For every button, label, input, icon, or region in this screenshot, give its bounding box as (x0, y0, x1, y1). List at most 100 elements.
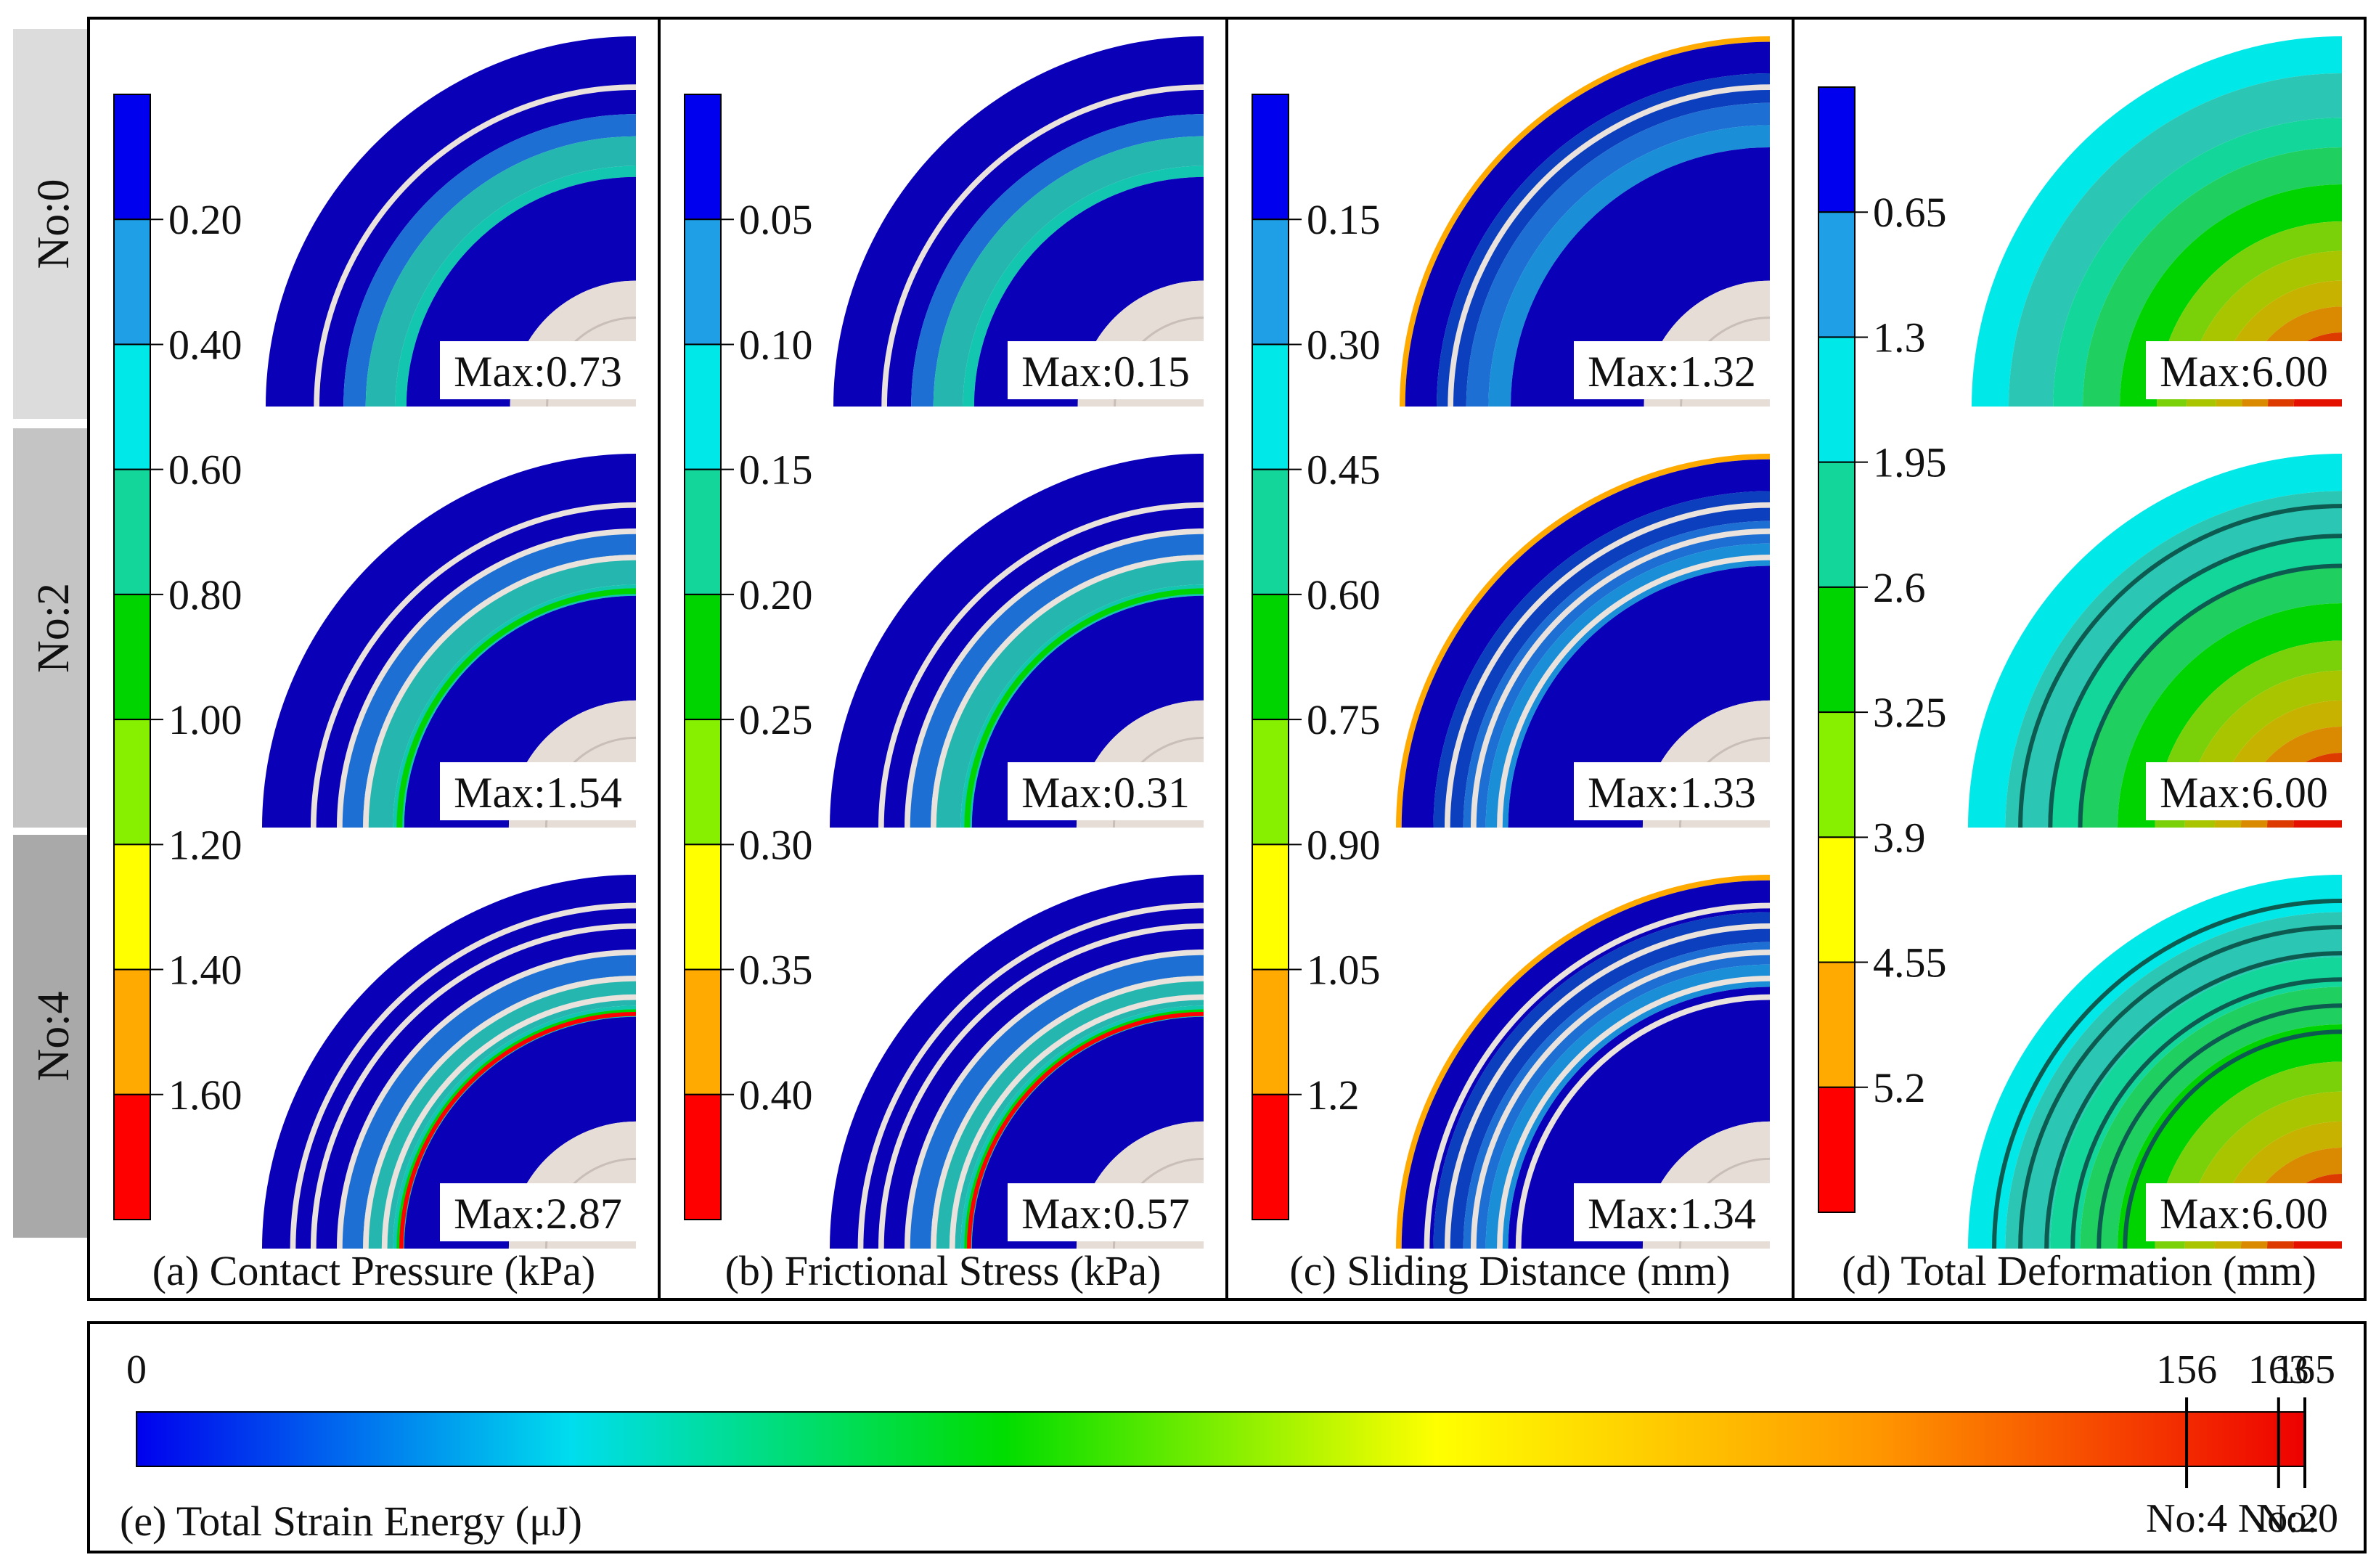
energy-tick-label: 156 (2156, 1347, 2217, 1392)
energy-frame (87, 1321, 2367, 1553)
colorbar-segment (684, 1093, 722, 1221)
colorbar-segment (1818, 711, 1856, 838)
max-label-bg (440, 762, 636, 820)
colorbar-tick-label: 1.05 (1307, 947, 1381, 994)
colorbar-tick-label: 0.30 (1307, 321, 1381, 368)
colorbar: 0.15 0.30 0.45 0.60 0.75 0.90 1.05 1.2 (1252, 94, 1381, 1221)
colorbar-segment (1818, 961, 1856, 1088)
contour-band (2009, 73, 2342, 407)
contour-band (908, 532, 1204, 828)
contour-band (931, 976, 1204, 1249)
colorbar-tick-label: 0.20 (168, 196, 242, 243)
energy-marker: 165 No:0 (2257, 1347, 2338, 1541)
row-label-text: No:2 (29, 583, 78, 673)
contour-band (2118, 1024, 2342, 1249)
contour-band (340, 532, 636, 828)
colorbar-tick-label: 1.95 (1873, 439, 1947, 486)
contour-band (931, 555, 1204, 828)
max-label-bg (1008, 1183, 1204, 1241)
colorbar-segment (684, 468, 722, 595)
contour-band (363, 976, 636, 1249)
colorbar-tick-label: 0.25 (739, 696, 813, 743)
colorbar-tick-label: 0.75 (1307, 696, 1381, 743)
panel-frame (1792, 17, 2367, 1301)
contour-band (1463, 942, 1770, 1249)
deformation-groove (2070, 977, 2343, 1249)
colorbar-segment (1252, 468, 1289, 595)
deformation-groove (2097, 1003, 2343, 1249)
max-label: Max:6.00 (2160, 769, 2328, 817)
contour-band (2118, 603, 2342, 828)
max-label-bg (1574, 341, 1770, 399)
energy-colorbar (136, 1411, 2306, 1467)
contour-band (1437, 73, 1770, 407)
contour-band (365, 136, 636, 407)
contour-band (1508, 987, 1770, 1249)
colorbar-segment (684, 94, 722, 221)
contour-band (1405, 41, 1770, 407)
contour-band (1433, 912, 1770, 1249)
strain-energy-panel: 0 156 No:4 163 No:2 165 No:0 (e) Total Strain E… (87, 1321, 2367, 1553)
contour-plot: Max:0.73 (266, 36, 637, 407)
energy-tick-label: 163 (2248, 1347, 2309, 1392)
colorbar-segment (684, 219, 722, 346)
colorbar-segment (113, 593, 151, 721)
colorbar-tick-label: 0.15 (1307, 196, 1381, 243)
contour-plot: Max:1.54 (262, 454, 637, 828)
contour-band (1466, 102, 1771, 407)
row-label-bg (13, 428, 87, 828)
colorbar-segment (1252, 844, 1289, 971)
row-label-0: No:0 (13, 29, 87, 419)
colorbar-segment (113, 844, 151, 971)
contour-plot: Max:0.57 (830, 875, 1204, 1249)
contour-band (2005, 491, 2342, 828)
colorbar-tick-label: 0.30 (739, 821, 813, 868)
contour-band (933, 136, 1204, 407)
energy-title: (e) Total Strain Energy (μJ) (120, 1498, 582, 1545)
contour-plot: Max:1.33 (1396, 454, 1771, 828)
colorbar-segment (1818, 211, 1856, 338)
panel-c: 0.15 0.30 0.45 0.60 0.75 0.90 1.05 1.2 Max:1.32 M… (1225, 17, 1795, 1301)
colorbar-segment (1252, 94, 1289, 221)
colorbar-tick-label: 0.20 (739, 571, 813, 618)
contour-band (2120, 184, 2342, 407)
colorbar-tick-label: 0.35 (739, 947, 813, 994)
contour-band (2050, 957, 2342, 1249)
colorbar-segment (1252, 719, 1289, 846)
energy-category-label: No:4 (2146, 1496, 2227, 1541)
contour-plot: Max:1.32 (1400, 36, 1771, 407)
contour-band (1968, 875, 2342, 1249)
row-label-text: No:0 (29, 179, 78, 269)
max-label: Max:1.34 (1588, 1190, 1756, 1238)
deformation-groove (2078, 563, 2343, 828)
contour-panels: 0.20 0.40 0.60 0.80 1.00 1.20 1.40 1.60 Max:0.73… (87, 17, 2367, 1301)
colorbar-tick-label: 1.2 (1307, 1071, 1360, 1119)
colorbar-segment (1818, 836, 1856, 963)
colorbar-tick-label: 3.9 (1873, 814, 1926, 861)
colorbar-tick-label: 1.00 (168, 696, 242, 743)
colorbar-segment (1818, 86, 1856, 213)
panel-caption: (b) Frictional Stress (kPa) (725, 1247, 1162, 1294)
max-label-bg (1574, 762, 1770, 820)
deformation-groove (2018, 504, 2343, 828)
deformation-groove (2123, 1029, 2343, 1249)
row-label-bg (13, 29, 87, 419)
contour-plot: Max:2.87 (262, 875, 637, 1249)
colorbar-segment (113, 94, 151, 221)
contour-band (2080, 565, 2342, 828)
colorbar-tick-label: 0.40 (168, 321, 242, 368)
contour-plot: Max:0.31 (830, 454, 1204, 828)
colorbar: 0.65 1.3 1.95 2.6 3.25 3.9 4.55 5.2 (1818, 86, 1947, 1214)
max-label-bg (1008, 341, 1204, 399)
colorbar-tick-label: 0.45 (1307, 446, 1381, 494)
panel-d: 0.65 1.3 1.95 2.6 3.25 3.9 4.55 5.2 Max:6.00 Max:… (1792, 17, 2367, 1301)
colorbar-segment (1818, 336, 1856, 463)
contour-plot: Max:0.15 (833, 36, 1204, 407)
panel-caption: (c) Sliding Distance (mm) (1289, 1247, 1730, 1294)
colorbar-tick-label: 0.15 (739, 446, 813, 494)
max-label: Max:6.00 (2160, 1190, 2328, 1238)
colorbar-tick-label: 1.3 (1873, 314, 1926, 361)
colorbar-segment (113, 343, 151, 470)
contour-band (908, 953, 1204, 1249)
